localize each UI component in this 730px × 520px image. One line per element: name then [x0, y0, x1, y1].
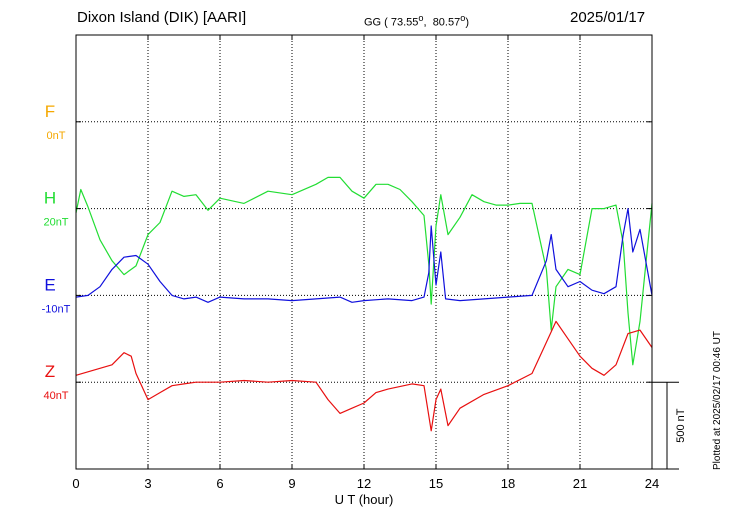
series-line-z	[75, 320, 653, 432]
x-axis-label: U T (hour)	[335, 492, 394, 507]
series-baseline-z: 40nT	[43, 390, 68, 402]
coords-prefix: GG (	[364, 16, 391, 29]
coords-lat: 73.55	[390, 16, 419, 29]
date-label: 2025/01/17	[570, 9, 646, 26]
series-name-h: H	[44, 189, 56, 208]
series-baseline-h: 20nT	[43, 217, 68, 229]
x-tick-label: 15	[429, 476, 443, 491]
series-name-z: Z	[45, 362, 55, 381]
coordinates-label: GG ( 73.55o, 80.57o)	[364, 13, 469, 29]
x-tick-label: 12	[357, 476, 371, 491]
x-tick-label: 6	[216, 476, 223, 491]
x-tick-label: 21	[573, 476, 587, 491]
series-name-f: F	[45, 102, 55, 121]
x-tick-label: 9	[288, 476, 295, 491]
x-tick-label: 3	[144, 476, 151, 491]
series-baseline-e: -10nT	[42, 303, 71, 315]
x-tick-label: 24	[645, 476, 659, 491]
series-baseline-f: 0nT	[47, 130, 66, 142]
series-line-h	[75, 176, 653, 366]
coords-lon: 80.57	[432, 16, 461, 29]
x-tick-label: 18	[501, 476, 515, 491]
series-line-e	[75, 208, 653, 303]
series-name-e: E	[44, 275, 55, 294]
scale-label: 500 nT	[675, 408, 687, 443]
x-tick-label: 0	[72, 476, 79, 491]
plotted-note: Plotted at 2025/02/17 00:46 UT	[712, 331, 723, 470]
station-title: Dixon Island (DIK) [AARI]	[77, 9, 247, 26]
